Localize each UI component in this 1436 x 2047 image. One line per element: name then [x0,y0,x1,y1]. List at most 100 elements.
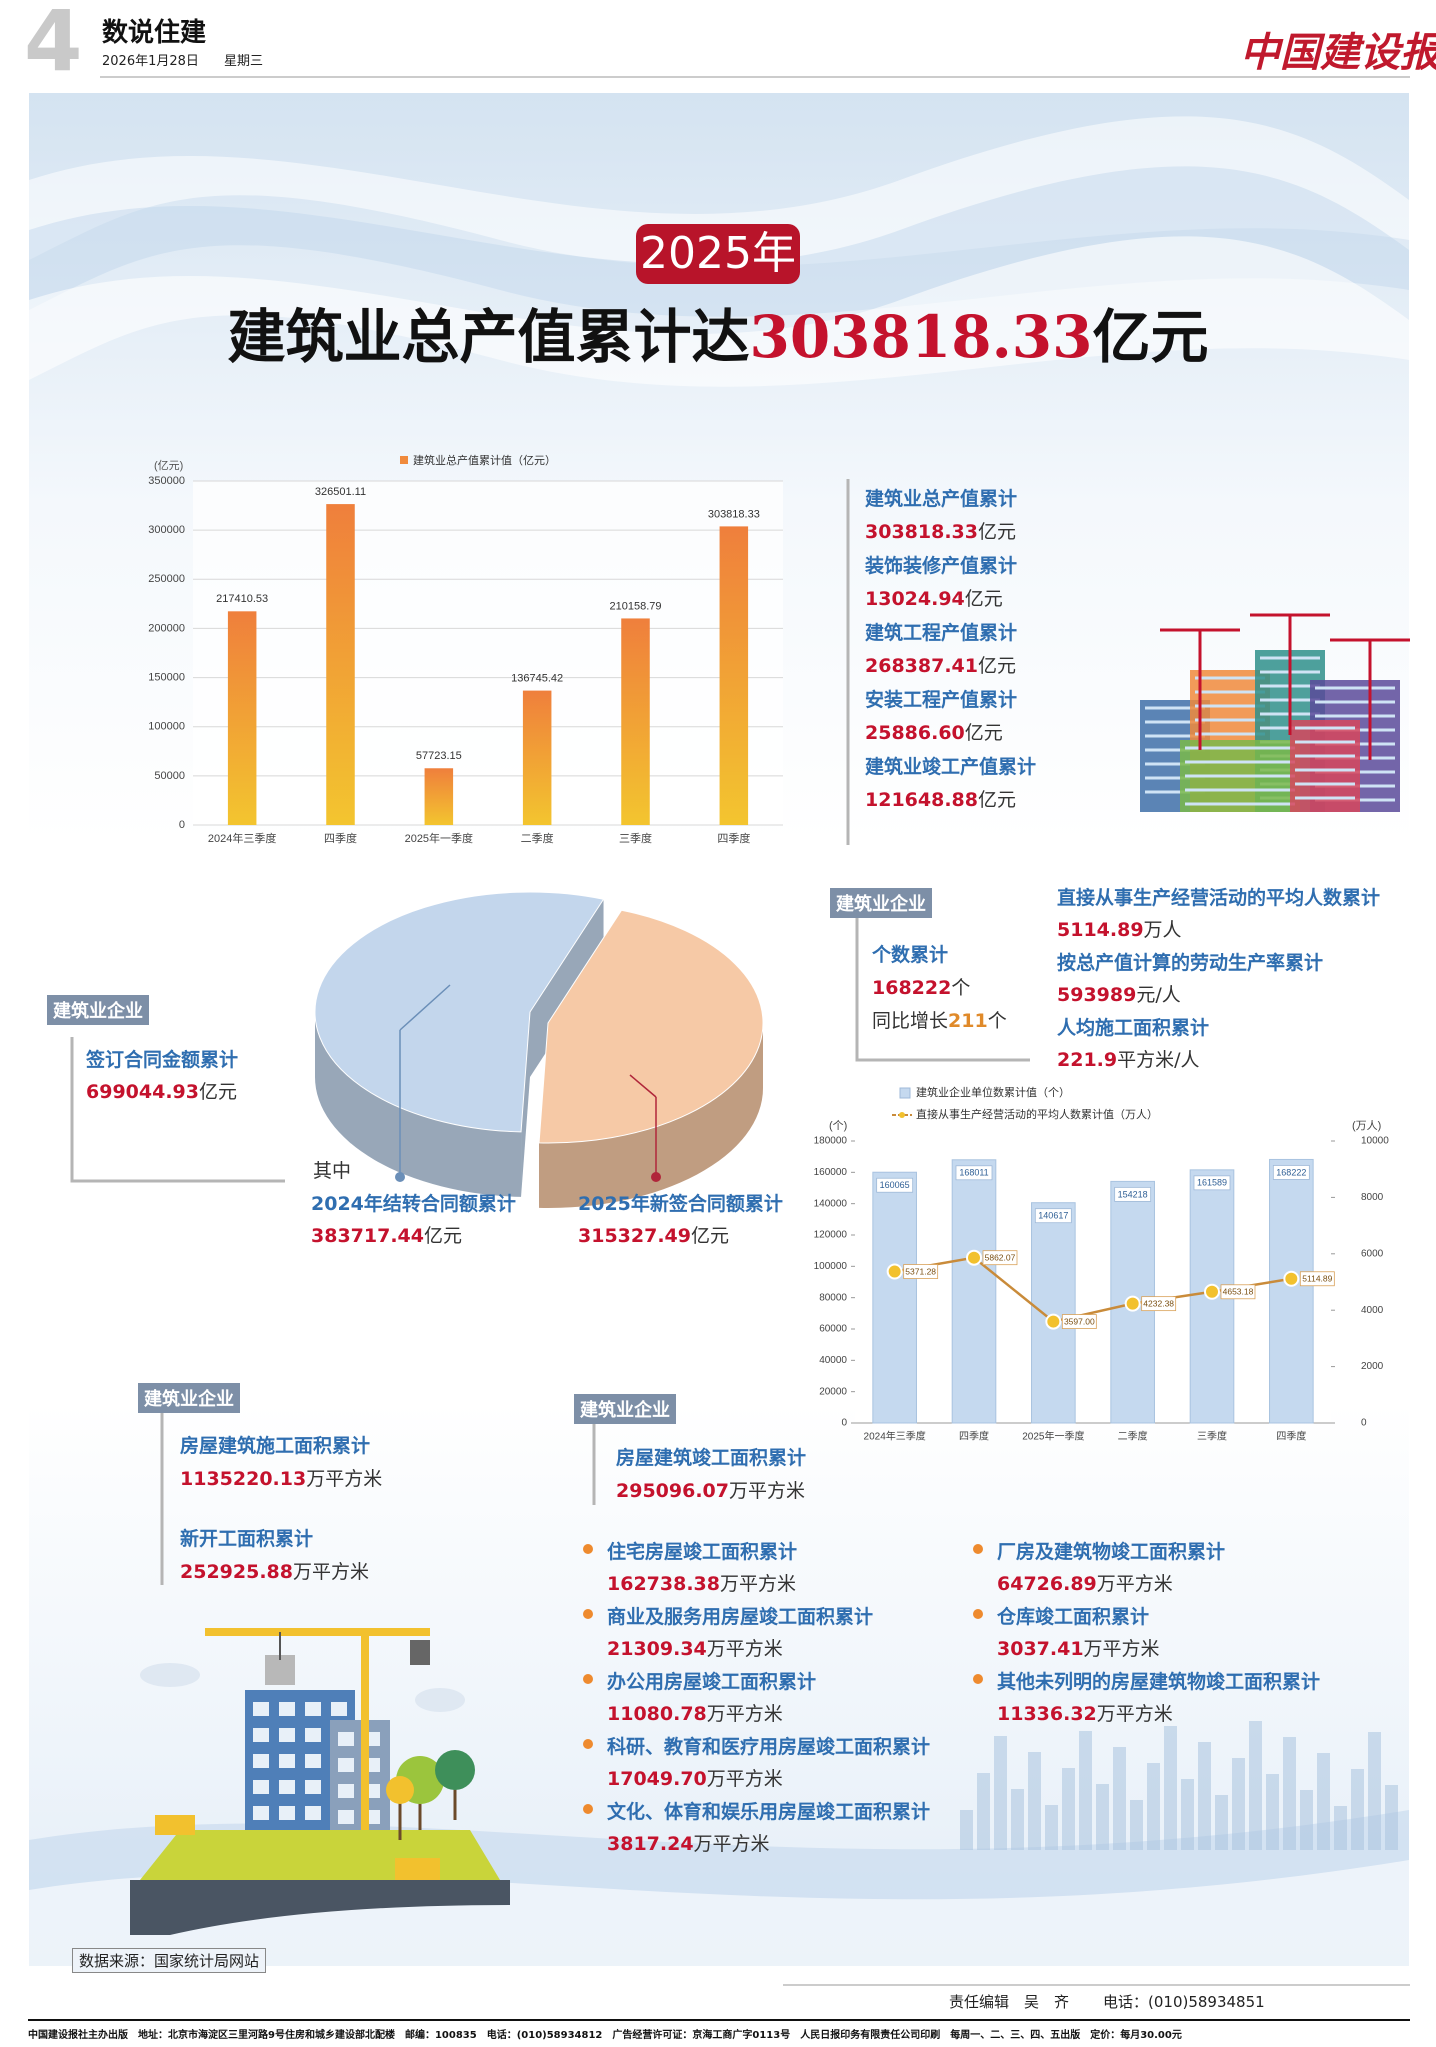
value-label: 140617 [1038,1211,1068,1221]
illustration-counterweight [410,1640,430,1665]
imprint: 中国建设报社主办出版 地址：北京市海淀区三里河路9号住房和城乡建设部北配楼 邮编… [28,2030,1182,2041]
illustration-window [253,1728,269,1742]
stat-unit: 万平方米 [292,1561,369,1583]
stat-unit: 万平方米 [728,1480,805,1502]
line-point [886,1263,903,1280]
pie-cut-face [521,1012,530,1197]
pie-side-shade [539,1023,763,1208]
headline: 建筑业总产值累计达303818.33亿元 [0,290,1436,374]
stat-unit: 万平方米 [1096,1573,1173,1595]
pie-value-row: 383717.44亿元 [311,1221,462,1248]
value-label: 168222 [1276,1167,1306,1177]
section-tag: 建筑业企业 [138,1383,240,1413]
stat-label: 其他未列明的房屋建筑物竣工面积累计 [997,1671,1321,1693]
stat-row: 3817.24万平方米 [607,1829,770,1856]
x-tick-label: 三季度 [619,831,652,845]
bullet [583,1609,593,1619]
stat-value: 268387.41 [865,655,978,677]
line-point [1045,1313,1062,1330]
section-tag: 建筑业企业 [830,888,932,918]
value-label: 57723.15 [416,750,462,762]
illustration-skyline [1164,1726,1177,1850]
legend-label: 直接从事生产经营活动的平均人数累计值（万人） [916,1107,1158,1121]
stat-row: 17049.70万平方米 [607,1764,783,1791]
value-label: 4653.18 [1223,1287,1254,1297]
illustration-tree [435,1750,475,1790]
legend-swatch [400,456,408,464]
y-tick-label: 180000 [814,1136,848,1147]
y-tick-label: 20000 [819,1386,847,1397]
bar [424,768,454,825]
stat-value: 64726.89 [997,1573,1097,1595]
value-label: 161589 [1197,1178,1227,1188]
editor: 责任编辑 吴 齐 [949,1993,1070,2011]
stat-row: 295096.07万平方米 [616,1476,805,1503]
y2-tick-label: 8000 [1361,1192,1384,1203]
pie-annotation: 其中 [313,1160,352,1182]
pie-value-row: 315327.49亿元 [578,1221,729,1248]
weekday: 星期三 [224,54,264,69]
bar [621,618,650,825]
stat-value: 11336.32 [997,1703,1097,1725]
stat-row: 21309.34万平方米 [607,1634,783,1661]
legend-label: 建筑业企业单位数累计值（个） [916,1085,1070,1099]
pie-slice [314,891,605,1133]
value-label-box [876,1177,914,1193]
stat-row: 64726.89万平方米 [997,1569,1173,1596]
stat-unit: 亿元 [977,655,1016,677]
y-axis-label: (个) [829,1119,847,1132]
illustration-skyline [1351,1769,1364,1850]
value-label: 3597.00 [1064,1316,1095,1326]
pie-label: 2024年结转合同额累计 [311,1193,516,1215]
background-wave [29,116,1409,267]
illustration-window [253,1806,269,1820]
bar [522,690,552,825]
pie-side [539,1023,763,1208]
x-tick-label: 四季度 [717,831,750,845]
illustration-ground [140,1830,500,1880]
legend-swatch [899,1087,911,1099]
illustration-window [305,1806,321,1820]
pie-unit: 亿元 [423,1225,462,1247]
illustration-skyline [977,1773,990,1850]
line-point [1283,1270,1300,1287]
y-tick-label: 50000 [154,770,185,782]
stat-row: 同比增长211个 [872,1006,1007,1033]
stat-row: 268387.41亿元 [865,651,1016,678]
value-label: 217410.53 [216,593,268,605]
illustration-skyline [1385,1785,1398,1850]
y2-tick-label: 2000 [1361,1361,1384,1372]
y-tick-label: 250000 [148,573,185,585]
illustration-window [253,1754,269,1768]
value-label-box [1114,1186,1152,1202]
illustration-skyline [1232,1758,1245,1850]
pie-side-shade [315,1012,522,1197]
y2-tick-label: 6000 [1361,1248,1384,1259]
masthead: 中国建设报 [1240,29,1436,76]
illustration-skyline [1283,1737,1296,1850]
illustration-road [130,1880,510,1935]
stat-row: 252925.88万平方米 [180,1557,369,1584]
leader-line [629,1074,657,1098]
bullet [583,1804,593,1814]
y-tick-label: 60000 [819,1324,847,1335]
y-tick-label: 100000 [148,721,185,733]
y-tick-label: 0 [841,1418,847,1429]
bar [227,611,257,825]
value-label: 136745.42 [511,673,563,685]
leader-dot [651,1172,661,1182]
x-tick-label: 2025年一季度 [1022,1430,1084,1443]
page-number: 4 [24,0,83,90]
x-tick-label: 二季度 [1118,1430,1148,1443]
stat-label: 个数累计 [872,944,949,966]
leader-line [399,984,451,1031]
stat-value: 1135220.13 [180,1468,307,1490]
legend-label: 建筑业总产值累计值（亿元） [413,453,556,467]
y-tick-label: 120000 [814,1230,848,1241]
stat-label: 建筑工程产值累计 [865,622,1018,644]
stat-value: 11080.78 [607,1703,707,1725]
stat-value: 121648.88 [865,789,978,811]
pie-value: 315327.49 [578,1225,691,1247]
value-label-box [1141,1296,1177,1312]
